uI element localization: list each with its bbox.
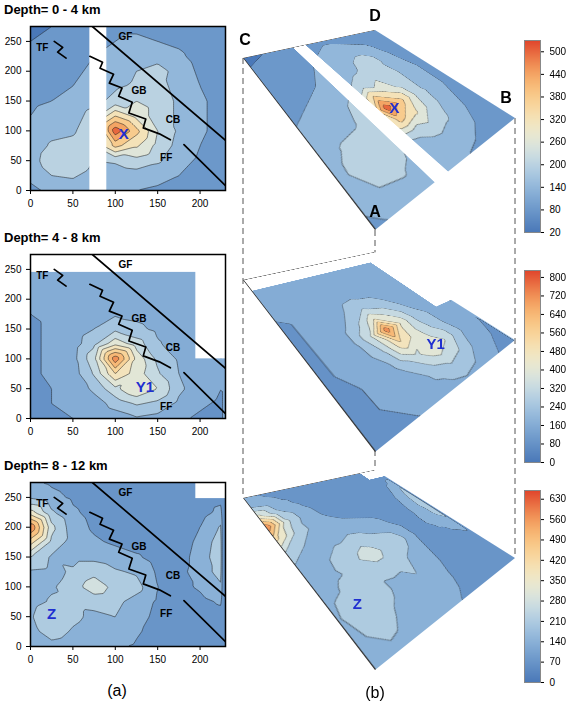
svg-text:200: 200 (5, 521, 22, 532)
svg-text:200: 200 (192, 426, 209, 437)
svg-text:150: 150 (149, 426, 166, 437)
svg-text:GF: GF (119, 487, 133, 498)
svg-text:20: 20 (550, 227, 562, 238)
svg-text:420: 420 (550, 555, 567, 566)
svg-text:150: 150 (149, 654, 166, 665)
svg-text:50: 50 (67, 654, 79, 665)
html-text:(b): (b) (365, 684, 385, 701)
svg-text:250: 250 (5, 36, 22, 47)
svg-text:280: 280 (550, 595, 567, 606)
svg-text:500: 500 (550, 46, 567, 57)
html-text:D: D (369, 7, 381, 24)
svg-text:GF: GF (119, 31, 133, 42)
svg-text:320: 320 (550, 114, 567, 125)
svg-text:150: 150 (149, 198, 166, 209)
svg-text:GB: GB (132, 85, 147, 96)
svg-text:TF: TF (36, 270, 48, 281)
svg-text:100: 100 (5, 353, 22, 364)
svg-text:GB: GB (132, 313, 147, 324)
svg-text:50: 50 (67, 198, 79, 209)
svg-text:250: 250 (5, 492, 22, 503)
svg-text:210: 210 (550, 616, 567, 627)
html-text:Depth= 4 - 8 km: Depth= 4 - 8 km (4, 230, 101, 245)
svg-text:FF: FF (160, 401, 172, 412)
svg-text:200: 200 (550, 159, 567, 170)
svg-text:0: 0 (28, 654, 34, 665)
svg-text:150: 150 (5, 323, 22, 334)
svg-text:0: 0 (16, 185, 22, 196)
svg-text:50: 50 (10, 383, 22, 394)
svg-text:0: 0 (16, 413, 22, 424)
svg-text:140: 140 (550, 182, 567, 193)
svg-text:GB: GB (132, 541, 147, 552)
svg-text:200: 200 (5, 293, 22, 304)
svg-text:560: 560 (550, 327, 567, 338)
svg-text:CB: CB (166, 114, 180, 125)
svg-text:720: 720 (550, 290, 567, 301)
svg-text:100: 100 (5, 125, 22, 136)
svg-text:Z: Z (47, 605, 56, 622)
html-text:Depth= 0 - 4 km: Depth= 0 - 4 km (4, 2, 101, 17)
svg-text:250: 250 (5, 264, 22, 275)
svg-text:200: 200 (5, 65, 22, 76)
svg-text:0: 0 (28, 426, 34, 437)
svg-text:0: 0 (16, 641, 22, 652)
svg-text:560: 560 (550, 514, 567, 525)
svg-text:FF: FF (160, 608, 172, 619)
svg-text:CB: CB (166, 570, 180, 581)
svg-text:50: 50 (10, 611, 22, 622)
svg-text:260: 260 (550, 136, 567, 147)
svg-text:TF: TF (36, 498, 48, 509)
svg-text:Y1: Y1 (136, 378, 154, 395)
svg-text:X: X (119, 125, 129, 142)
svg-text:640: 640 (550, 309, 567, 320)
svg-text:630: 630 (550, 493, 567, 504)
svg-text:400: 400 (550, 364, 567, 375)
svg-text:50: 50 (67, 426, 79, 437)
svg-text:490: 490 (550, 534, 567, 545)
svg-text:150: 150 (5, 551, 22, 562)
svg-text:480: 480 (550, 346, 567, 357)
svg-text:50: 50 (10, 155, 22, 166)
svg-text:TF: TF (36, 42, 48, 53)
svg-text:100: 100 (5, 581, 22, 592)
svg-text:80: 80 (550, 204, 562, 215)
svg-text:80: 80 (550, 438, 562, 449)
svg-text:70: 70 (550, 656, 562, 667)
svg-text:240: 240 (550, 401, 567, 412)
svg-text:100: 100 (107, 426, 124, 437)
svg-text:380: 380 (550, 91, 567, 102)
svg-text:0: 0 (28, 198, 34, 209)
svg-text:200: 200 (192, 198, 209, 209)
svg-text:320: 320 (550, 383, 567, 394)
svg-text:440: 440 (550, 69, 567, 80)
svg-text:0: 0 (550, 457, 556, 468)
svg-text:350: 350 (550, 575, 567, 586)
svg-text:160: 160 (550, 420, 567, 431)
svg-text:100: 100 (107, 198, 124, 209)
html-text:Z: Z (352, 594, 362, 612)
svg-text:FF: FF (160, 152, 172, 163)
svg-text:200: 200 (192, 654, 209, 665)
svg-text:100: 100 (107, 654, 124, 665)
html-text:B: B (500, 89, 512, 106)
svg-text:150: 150 (5, 95, 22, 106)
html-text:X: X (389, 98, 400, 116)
svg-text:CB: CB (166, 342, 180, 353)
html-text:Y1: Y1 (426, 334, 445, 352)
svg-text:GF: GF (119, 259, 133, 270)
html-text:A: A (369, 203, 381, 220)
html-text:Depth= 8 - 12 km: Depth= 8 - 12 km (4, 458, 108, 473)
html-text:C: C (239, 31, 251, 48)
svg-text:0: 0 (550, 677, 556, 688)
html-text:(a): (a) (107, 682, 127, 699)
svg-text:140: 140 (550, 636, 567, 647)
svg-text:800: 800 (550, 272, 567, 283)
